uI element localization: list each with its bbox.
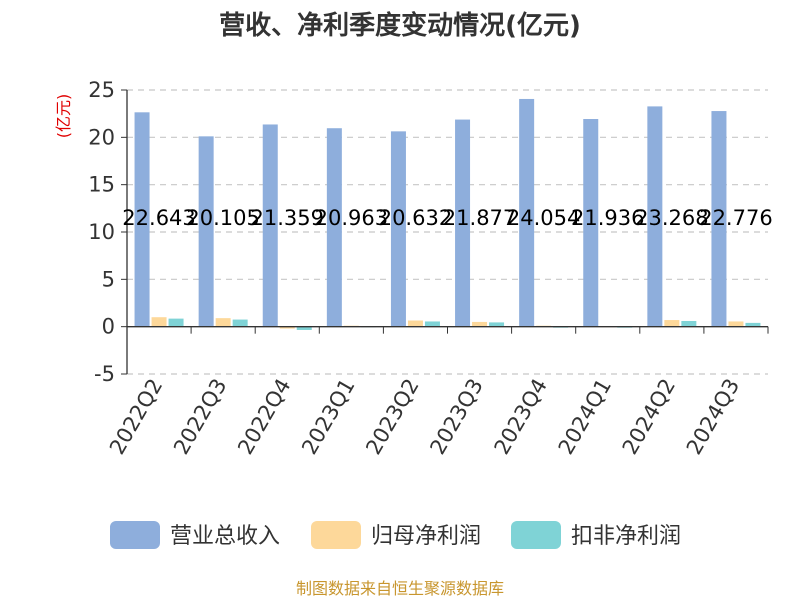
legend-item[interactable]: 营业总收入 — [110, 521, 280, 549]
x-axis-ticks: 2022Q2 2022Q3 2022Q4 2023Q1 2023Q2 2023Q3 2023… — [105, 326, 769, 459]
bar-revenue[interactable] — [711, 111, 727, 327]
bar-net-profit[interactable] — [215, 318, 231, 327]
x-tick-label: 2022Q2 — [105, 375, 167, 459]
legend-label: 归母净利润 — [371, 524, 481, 549]
source-note: 制图数据来自恒生聚源数据库 — [296, 579, 504, 598]
y-tick-label: 20 — [88, 125, 115, 149]
legend-swatch — [511, 521, 561, 549]
x-tick-label: 2024Q1 — [554, 375, 616, 459]
y-tick-label: 25 — [88, 78, 115, 102]
bar-deducted-net-profit[interactable] — [745, 322, 761, 327]
legend-swatch — [110, 521, 160, 549]
data-label: 24.054 — [507, 206, 580, 230]
bar-deducted-net-profit[interactable] — [424, 321, 440, 327]
bar-revenue[interactable] — [583, 119, 599, 327]
x-tick-label: 2022Q3 — [169, 375, 231, 459]
legend-item[interactable]: 归母净利润 — [311, 521, 481, 549]
y-tick-label: 15 — [88, 173, 115, 197]
data-label: 22.776 — [699, 206, 772, 230]
bar-revenue[interactable] — [198, 136, 214, 327]
bar-deducted-net-profit[interactable] — [489, 322, 505, 327]
bar-revenue[interactable] — [326, 128, 342, 327]
legend-item[interactable]: 扣非净利润 — [511, 521, 681, 549]
bar-revenue[interactable] — [647, 106, 663, 327]
x-tick-label: 2023Q2 — [361, 375, 423, 459]
data-label: 21.359 — [251, 206, 324, 230]
bar-revenue[interactable] — [455, 119, 471, 327]
bar-net-profit[interactable] — [664, 320, 680, 327]
data-label: 20.105 — [186, 206, 259, 230]
x-tick-label: 2023Q3 — [425, 375, 487, 459]
x-tick-label: 2023Q1 — [297, 375, 359, 459]
y-axis-unit-label: (亿元) — [54, 94, 73, 139]
x-tick-label: 2024Q2 — [618, 375, 680, 459]
bar-net-profit[interactable] — [151, 317, 167, 327]
data-label: 20.963 — [315, 206, 388, 230]
y-tick-label: 10 — [88, 220, 115, 244]
data-label: 21.877 — [443, 206, 516, 230]
bar-net-profit[interactable] — [279, 326, 295, 329]
data-label: 22.643 — [122, 206, 195, 230]
chart-title: 营收、净利季度变动情况(亿元) — [219, 10, 581, 41]
data-label: 20.632 — [379, 206, 452, 230]
bar-deducted-net-profit[interactable] — [168, 318, 184, 327]
bar-group — [134, 98, 761, 330]
legend-label: 扣非净利润 — [571, 524, 681, 549]
x-tick-label: 2022Q4 — [233, 375, 295, 459]
data-labels: 22.64320.10521.35920.96320.63221.87724.0… — [122, 206, 772, 230]
x-tick-label: 2023Q4 — [490, 375, 552, 459]
x-tick-label: 2024Q3 — [682, 375, 744, 459]
y-tick-label: 5 — [102, 267, 115, 291]
bar-revenue[interactable] — [519, 98, 535, 327]
bar-revenue[interactable] — [134, 112, 150, 327]
bar-net-profit[interactable] — [728, 321, 744, 327]
legend[interactable]: 营业总收入 归母净利润 扣非净利润 — [110, 521, 681, 549]
bar-deducted-net-profit[interactable] — [681, 320, 697, 327]
bar-revenue[interactable] — [262, 124, 278, 327]
bar-deducted-net-profit[interactable] — [296, 326, 312, 330]
bar-revenue[interactable] — [390, 131, 406, 327]
legend-label: 营业总收入 — [170, 524, 280, 549]
y-axis-ticks: -5 0 5 10 15 20 25 — [88, 78, 127, 386]
data-label: 23.268 — [635, 206, 708, 230]
data-label: 21.936 — [571, 206, 644, 230]
legend-swatch — [311, 521, 361, 549]
bar-net-profit[interactable] — [472, 321, 488, 327]
y-tick-label: 0 — [102, 315, 115, 339]
bar-net-profit[interactable] — [407, 320, 423, 327]
gridlines — [127, 89, 768, 375]
bar-deducted-net-profit[interactable] — [232, 319, 248, 327]
y-tick-label: -5 — [94, 362, 115, 386]
